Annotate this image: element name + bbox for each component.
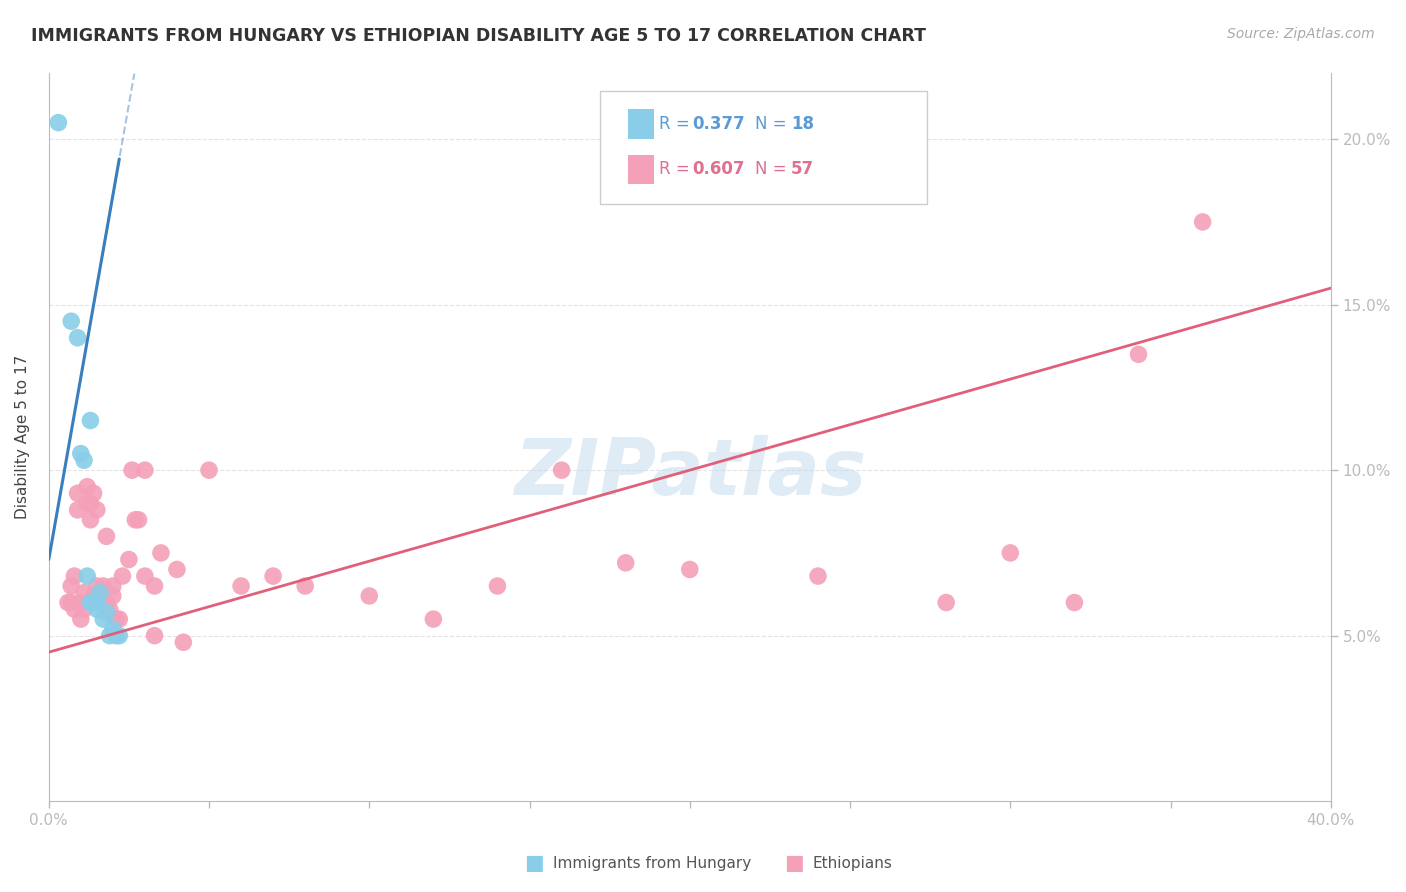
Point	[76, 480, 98, 494]
Point	[294, 579, 316, 593]
Point	[359, 589, 381, 603]
Y-axis label: Disability Age 5 to 17: Disability Age 5 to 17	[15, 355, 30, 519]
Text: 57: 57	[792, 160, 814, 178]
Point	[105, 629, 128, 643]
Point	[143, 629, 166, 643]
Point	[96, 529, 118, 543]
Point	[79, 596, 101, 610]
Point	[108, 612, 131, 626]
Point	[1128, 347, 1150, 361]
Point	[486, 579, 509, 593]
Point	[143, 579, 166, 593]
Point	[614, 556, 637, 570]
Point	[550, 463, 572, 477]
Text: R =: R =	[659, 115, 695, 133]
Point	[86, 602, 108, 616]
Point	[679, 562, 702, 576]
Point	[73, 585, 96, 599]
Point	[121, 463, 143, 477]
Point	[101, 622, 124, 636]
Text: Immigrants from Hungary: Immigrants from Hungary	[553, 856, 751, 871]
Point	[79, 513, 101, 527]
Point	[73, 602, 96, 616]
Text: N =: N =	[755, 115, 792, 133]
FancyBboxPatch shape	[600, 91, 927, 204]
Point	[98, 629, 121, 643]
Point	[96, 606, 118, 620]
Point	[86, 596, 108, 610]
Point	[1000, 546, 1022, 560]
Point	[262, 569, 284, 583]
Point	[69, 447, 91, 461]
Point	[101, 589, 124, 603]
Text: ■: ■	[524, 854, 544, 873]
Point	[66, 331, 89, 345]
Point	[229, 579, 252, 593]
Point	[198, 463, 221, 477]
Text: 18: 18	[792, 115, 814, 133]
Point	[128, 513, 150, 527]
Point	[79, 413, 101, 427]
Bar	[628, 154, 654, 184]
Point	[66, 503, 89, 517]
Text: Source: ZipAtlas.com: Source: ZipAtlas.com	[1227, 27, 1375, 41]
Point	[91, 612, 114, 626]
Text: ■: ■	[785, 854, 804, 873]
Point	[98, 602, 121, 616]
Point	[79, 496, 101, 510]
Text: 0.607: 0.607	[692, 160, 745, 178]
Point	[134, 463, 156, 477]
Point	[807, 569, 830, 583]
Point	[69, 596, 91, 610]
Point	[124, 513, 146, 527]
Point	[73, 453, 96, 467]
Point	[69, 612, 91, 626]
Text: Ethiopians: Ethiopians	[813, 856, 893, 871]
Point	[63, 602, 86, 616]
Point	[89, 589, 111, 603]
Text: N =: N =	[755, 160, 792, 178]
Point	[60, 596, 83, 610]
Point	[105, 612, 128, 626]
Point	[83, 596, 105, 610]
Point	[56, 596, 79, 610]
Point	[134, 569, 156, 583]
Point	[422, 612, 444, 626]
Point	[149, 546, 172, 560]
Text: IMMIGRANTS FROM HUNGARY VS ETHIOPIAN DISABILITY AGE 5 TO 17 CORRELATION CHART: IMMIGRANTS FROM HUNGARY VS ETHIOPIAN DIS…	[31, 27, 927, 45]
Point	[91, 579, 114, 593]
Point	[76, 569, 98, 583]
Bar	[628, 110, 654, 138]
Point	[60, 579, 83, 593]
Point	[86, 579, 108, 593]
Text: 0.377: 0.377	[692, 115, 745, 133]
Point	[76, 496, 98, 510]
Point	[83, 589, 105, 603]
Text: ZIPatlas: ZIPatlas	[513, 435, 866, 511]
Point	[86, 503, 108, 517]
Point	[108, 629, 131, 643]
Point	[89, 585, 111, 599]
Point	[60, 314, 83, 328]
Point	[118, 552, 141, 566]
Point	[166, 562, 188, 576]
Point	[935, 596, 957, 610]
Point	[66, 486, 89, 500]
Point	[48, 115, 70, 129]
Point	[89, 596, 111, 610]
Point	[1191, 215, 1213, 229]
Point	[1063, 596, 1085, 610]
Point	[172, 635, 194, 649]
Text: R =: R =	[659, 160, 695, 178]
Point	[96, 596, 118, 610]
Point	[63, 569, 86, 583]
Point	[101, 579, 124, 593]
Point	[111, 569, 134, 583]
Point	[83, 486, 105, 500]
